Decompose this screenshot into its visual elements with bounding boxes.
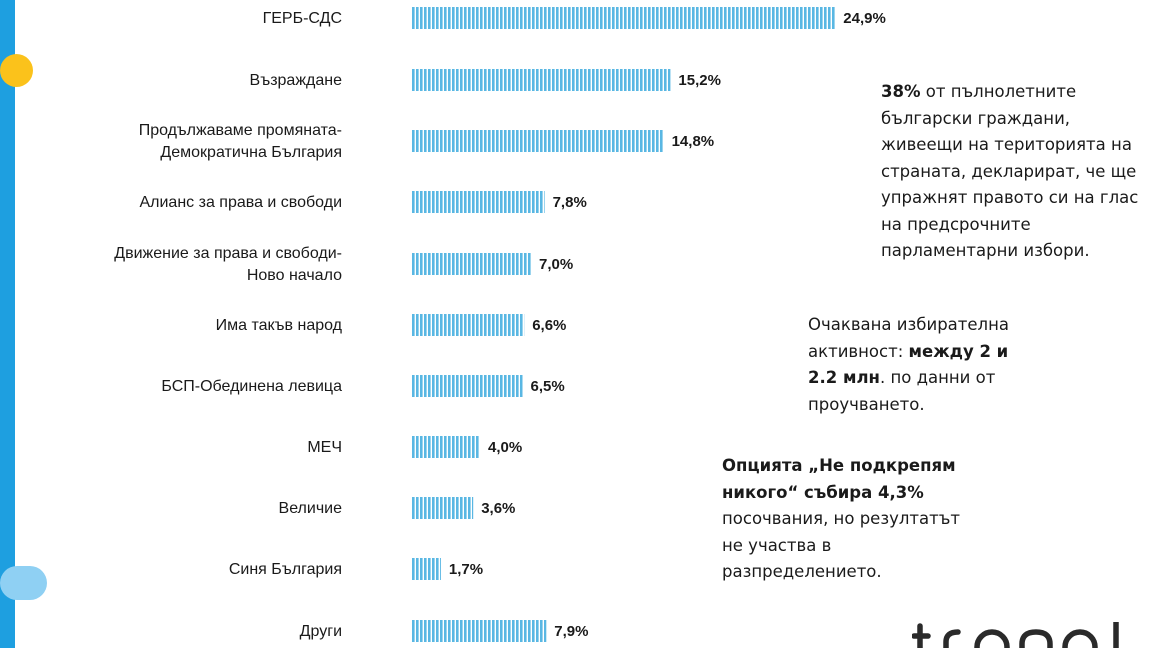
bar-6	[412, 314, 525, 336]
trend-logo	[912, 622, 1132, 648]
value-label-8: 4,0%	[488, 439, 522, 456]
accent-pill	[0, 566, 47, 600]
bar-2	[412, 69, 671, 91]
value-label-2: 15,2%	[678, 72, 721, 89]
category-label-1: ГЕРБ-СДС	[263, 10, 342, 27]
bar-5	[412, 253, 531, 275]
accent-strip	[0, 0, 15, 648]
value-label-1: 24,9%	[843, 10, 886, 27]
category-label-8: МЕЧ	[307, 439, 342, 456]
bar-4	[412, 191, 545, 213]
accent-dot	[0, 54, 33, 87]
bar-1	[412, 7, 836, 29]
value-label-6: 6,6%	[532, 317, 566, 334]
note-participation: 38% от пълнолетните български граждани, …	[881, 82, 1139, 260]
value-label-3: 14,8%	[672, 133, 715, 150]
bar-10	[412, 558, 441, 580]
category-label-9: Величие	[279, 500, 343, 517]
note-turnout: Очаквана избирателна активност: между 2 …	[808, 315, 1009, 414]
value-label-9: 3,6%	[481, 500, 515, 517]
category-label-11: Други	[300, 623, 342, 640]
category-label-3: Продължаваме промяната-	[139, 122, 342, 139]
note-none-option: Опцията „Не подкрепям никого“ събира 4,3…	[722, 456, 961, 581]
category-label-6: Има такъв народ	[216, 317, 343, 334]
bar-3	[412, 130, 664, 152]
value-label-7: 6,5%	[531, 378, 565, 395]
bar-11	[412, 620, 547, 642]
category-label-5: Движение за права и свободи-	[114, 245, 342, 262]
value-label-11: 7,9%	[554, 623, 588, 640]
value-label-10: 1,7%	[449, 561, 483, 578]
bar-7	[412, 375, 523, 397]
bar-9	[412, 497, 474, 519]
category-label-4: Алианс за права и свободи	[139, 194, 342, 211]
category-label-10: Синя България	[229, 561, 342, 578]
category-label-3: Демократична България	[160, 144, 342, 161]
bar-8	[412, 436, 480, 458]
category-label-7: БСП-Обединена левица	[161, 378, 342, 395]
category-label-2: Възраждане	[250, 72, 343, 89]
value-label-5: 7,0%	[539, 256, 573, 273]
chart-bars: 24,9% ГЕРБ-СДС 15,2% Възраждане 14,8% Продълж…	[114, 7, 886, 642]
category-label-5: Ново начало	[247, 267, 342, 284]
value-label-4: 7,8%	[553, 194, 587, 211]
